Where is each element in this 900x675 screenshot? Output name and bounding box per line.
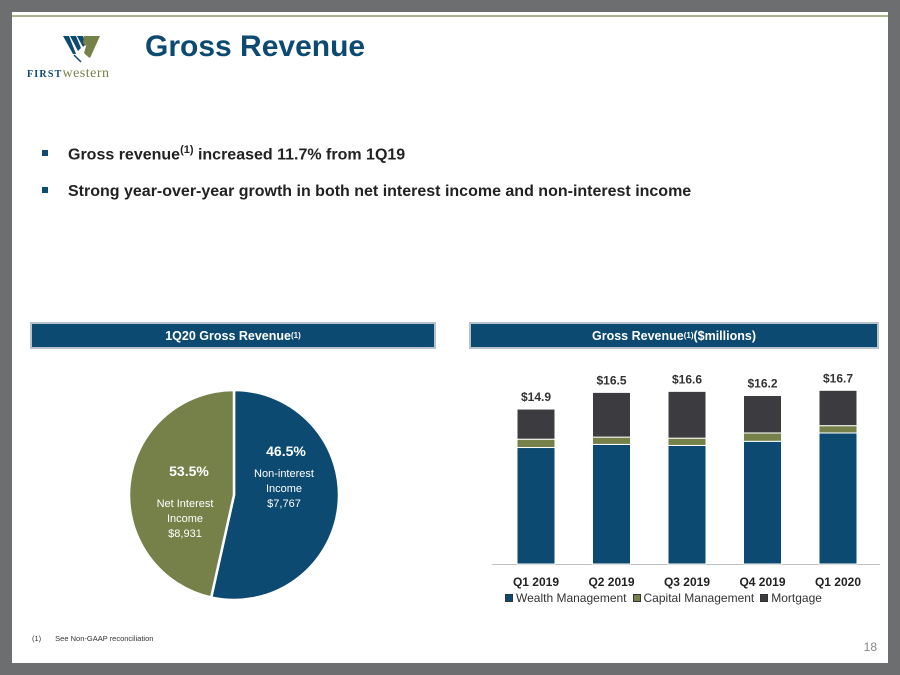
bullet-gross-revenue: Gross revenue(1) increased 11.7% from 1Q… bbox=[42, 144, 405, 164]
legend-swatch-mortgage bbox=[760, 594, 769, 602]
legend-swatch-wealth bbox=[505, 594, 513, 602]
pie-panel-header: 1Q20 Gross Revenue (1) bbox=[30, 322, 436, 349]
bar-segment-capital-management bbox=[667, 437, 707, 446]
bullet-growth: Strong year-over-year growth in both net… bbox=[42, 183, 691, 201]
bar-chart-legend: Wealth Management Capital Management Mor… bbox=[505, 591, 822, 605]
bar-segment-wealth-management bbox=[818, 432, 858, 565]
bullet-1-footnote-ref: (1) bbox=[180, 144, 194, 156]
bar-total-label: $16.2 bbox=[747, 377, 777, 391]
slide: FIRSTwestern Gross Revenue Gross revenue… bbox=[12, 12, 888, 663]
bar-segment-mortgage bbox=[743, 395, 782, 434]
legend-item-mortgage: Mortgage bbox=[760, 591, 822, 605]
bar-panel-title-sup: (1) bbox=[683, 331, 694, 340]
legend-item-wealth-management: Wealth Management bbox=[505, 591, 627, 605]
bar-panel-title-after: ($millions) bbox=[693, 328, 756, 343]
bullet-square-icon bbox=[42, 150, 48, 157]
logo-word-first: FIRST bbox=[27, 69, 63, 80]
bar-segment-capital-management bbox=[516, 438, 556, 449]
x-tick-label: Q1 2019 bbox=[513, 575, 559, 589]
legend-swatch-capital bbox=[632, 594, 641, 602]
logo-wordmark: FIRSTwestern bbox=[27, 65, 110, 82]
bar-total-label: $16.6 bbox=[672, 372, 702, 386]
pie-label-non-interest-name-2: Income bbox=[266, 483, 302, 495]
pie-slice-net-interest-income bbox=[209, 388, 341, 602]
logo-word-western: western bbox=[62, 66, 110, 81]
bar-segment-mortgage bbox=[818, 389, 858, 427]
x-tick-label: Q4 2019 bbox=[739, 575, 785, 589]
top-rule bbox=[12, 15, 888, 17]
first-western-logo-icon bbox=[63, 36, 100, 63]
pie-label-non-interest-value: $7,767 bbox=[267, 498, 301, 510]
bar-segment-wealth-management bbox=[516, 447, 556, 565]
bar-segment-wealth-management bbox=[743, 440, 782, 565]
bar-segment-capital-management bbox=[743, 432, 782, 442]
bar-total-label: $16.5 bbox=[596, 373, 626, 387]
bullet-1-text: Gross revenue bbox=[68, 146, 181, 164]
page-number: 18 bbox=[863, 640, 877, 654]
pie-label-net-interest-name-2: Income bbox=[167, 513, 203, 525]
pie-label-non-interest-name: Non-interest bbox=[254, 468, 314, 480]
pie-panel-title: 1Q20 Gross Revenue bbox=[165, 328, 291, 343]
bullet-square-icon bbox=[42, 186, 48, 193]
bar-segment-mortgage bbox=[592, 391, 631, 438]
pie-label-net-interest-name: Net Interest bbox=[157, 498, 214, 510]
pie-slice-non-interest-income bbox=[127, 388, 236, 599]
footnote-text: See Non-GAAP reconciliation bbox=[55, 634, 154, 643]
footnote-number: (1) bbox=[32, 634, 42, 643]
bar-segment-capital-management bbox=[592, 436, 631, 445]
bar-panel-title: Gross Revenue bbox=[591, 328, 684, 343]
x-tick-label: Q1 2020 bbox=[815, 575, 861, 589]
pie-chart: 53.5% Net Interest Income $8,931 46.5% Non-in… bbox=[127, 388, 341, 602]
bar-segment-mortgage bbox=[667, 390, 707, 439]
bar-panel-header: Gross Revenue (1) ($millions) bbox=[469, 322, 879, 349]
bar-segment-wealth-management bbox=[667, 444, 707, 565]
bar-total-label: $14.9 bbox=[521, 390, 551, 404]
legend-label-mortgage: Mortgage bbox=[771, 591, 822, 605]
pie-label-non-interest-percent: 46.5% bbox=[266, 443, 306, 459]
pie-label-net-interest-value: $8,931 bbox=[168, 528, 202, 540]
bullet-2-text: Strong year-over-year growth in both net… bbox=[68, 183, 692, 200]
footnote: (1) See Non-GAAP reconciliation bbox=[32, 634, 153, 643]
x-tick-label: Q2 2019 bbox=[588, 575, 634, 589]
bullet-1-text-after: increased 11.7% from 1Q19 bbox=[193, 146, 406, 164]
page-title: Gross Revenue bbox=[145, 30, 366, 63]
bar-total-label: $16.7 bbox=[823, 371, 853, 385]
pie-panel-title-sup: (1) bbox=[290, 331, 301, 340]
bar-segment-mortgage bbox=[516, 408, 556, 440]
legend-label-capital: Capital Management bbox=[643, 591, 755, 605]
bar-segment-capital-management bbox=[818, 425, 858, 434]
x-tick-label: Q3 2019 bbox=[664, 575, 710, 589]
legend-item-capital-management: Capital Management bbox=[632, 591, 755, 605]
legend-label-wealth: Wealth Management bbox=[516, 591, 627, 605]
bar-chart: $14.9 Q1 2019 $16.5 Q2 2019 $16.6 Q3 2019 $16.… bbox=[492, 371, 880, 589]
pie-label-net-interest-percent: 53.5% bbox=[169, 463, 209, 479]
bar-segment-wealth-management bbox=[592, 443, 631, 565]
